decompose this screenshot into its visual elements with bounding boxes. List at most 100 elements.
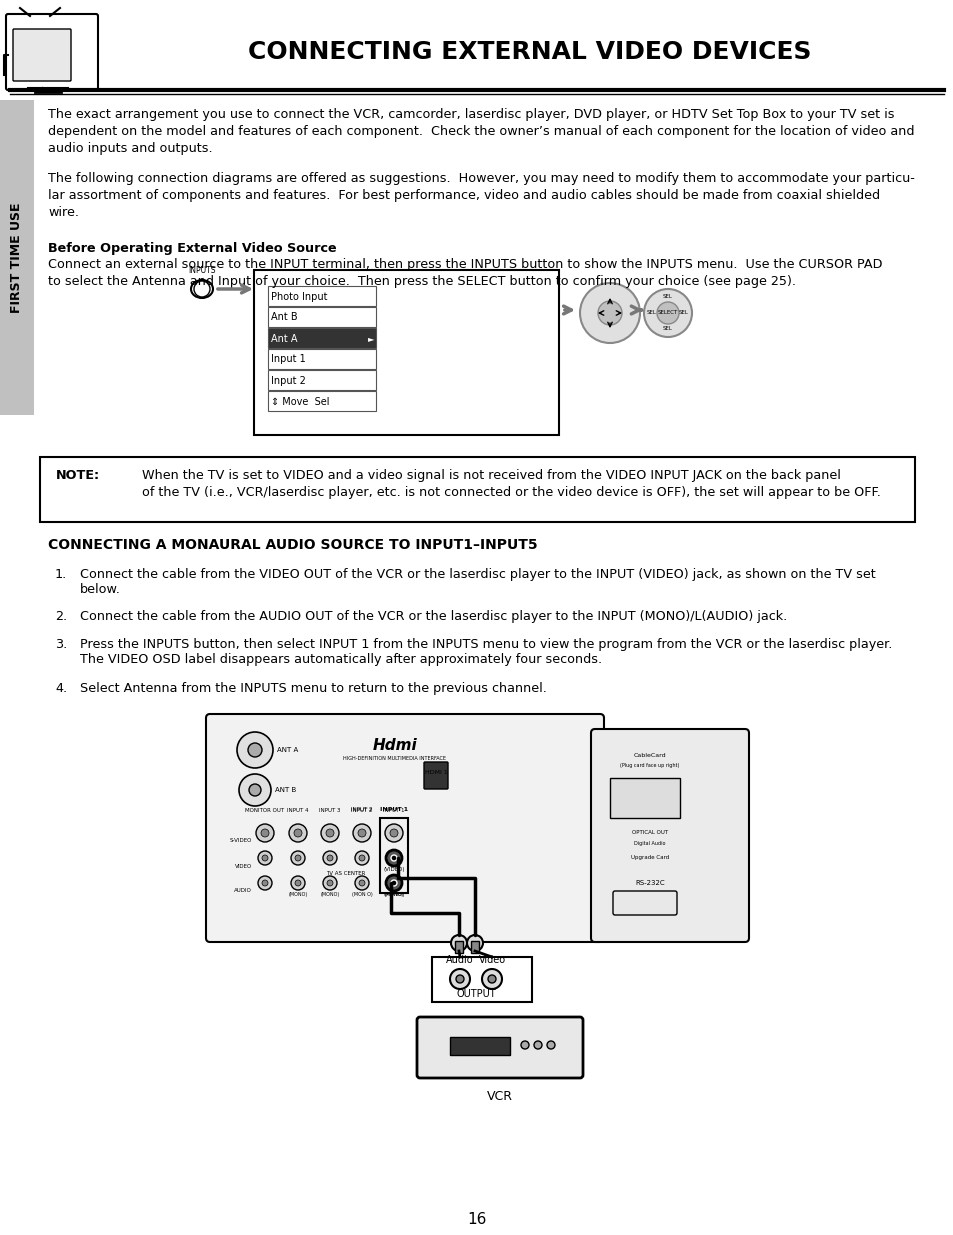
Circle shape (248, 743, 262, 757)
Circle shape (294, 829, 302, 837)
Text: VCR: VCR (486, 1091, 513, 1103)
Circle shape (391, 855, 396, 861)
Text: INPUT 2: INPUT 2 (351, 808, 373, 813)
Text: Hdmi: Hdmi (373, 739, 416, 753)
Circle shape (294, 881, 301, 885)
Text: below.: below. (80, 583, 121, 597)
Text: Ant A: Ant A (271, 333, 297, 343)
Circle shape (249, 784, 261, 797)
Text: ANT A: ANT A (276, 747, 298, 753)
Circle shape (353, 824, 371, 842)
Circle shape (481, 969, 501, 989)
Circle shape (261, 829, 269, 837)
Text: Ant B: Ant B (271, 312, 297, 322)
Text: Upgrade Card: Upgrade Card (630, 856, 668, 861)
Circle shape (355, 876, 369, 890)
Text: INPUT 1: INPUT 1 (383, 808, 404, 813)
Circle shape (358, 881, 365, 885)
Circle shape (327, 855, 333, 861)
Circle shape (327, 881, 333, 885)
Circle shape (520, 1041, 529, 1049)
Text: SEL: SEL (679, 310, 688, 315)
FancyBboxPatch shape (206, 714, 603, 942)
Circle shape (294, 855, 301, 861)
Circle shape (456, 974, 463, 983)
Text: Input 2: Input 2 (271, 375, 306, 385)
Text: (MONO): (MONO) (320, 892, 339, 897)
FancyBboxPatch shape (416, 1016, 582, 1078)
Circle shape (488, 974, 496, 983)
Text: Connect an external source to the INPUT terminal, then press the INPUTS button t: Connect an external source to the INPUT … (48, 258, 882, 288)
Circle shape (390, 829, 397, 837)
Text: SEL: SEL (662, 294, 672, 300)
Text: INPUTS: INPUTS (188, 266, 215, 275)
Text: The VIDEO OSD label disappears automatically after approximately four seconds.: The VIDEO OSD label disappears automatic… (80, 653, 601, 666)
Circle shape (289, 824, 307, 842)
Circle shape (657, 303, 679, 324)
FancyBboxPatch shape (13, 28, 71, 82)
Ellipse shape (191, 280, 213, 298)
Circle shape (391, 881, 396, 885)
Text: (VIDEO): (VIDEO) (383, 867, 404, 872)
Text: FIRST TIME USE: FIRST TIME USE (10, 203, 24, 314)
FancyBboxPatch shape (613, 890, 677, 915)
Circle shape (386, 876, 401, 890)
Text: TV AS CENTER: TV AS CENTER (326, 871, 365, 876)
Text: ►: ► (367, 333, 374, 343)
Text: SELECT: SELECT (658, 310, 678, 315)
Text: INPUT 3: INPUT 3 (319, 808, 340, 813)
Text: S-VIDEO: S-VIDEO (230, 839, 252, 844)
Text: Photo Input: Photo Input (271, 291, 327, 301)
Circle shape (387, 876, 400, 890)
Circle shape (257, 851, 272, 864)
Bar (268, 308, 375, 327)
Text: INPUT 1: INPUT 1 (379, 806, 408, 811)
Text: Video: Video (478, 955, 505, 965)
Text: VIDEO: VIDEO (234, 863, 252, 868)
Circle shape (193, 282, 210, 296)
Text: 4.: 4. (55, 682, 67, 695)
Text: 1.: 1. (55, 568, 67, 580)
Text: HIGH-DEFINITION MULTIMEDIA INTERFACE: HIGH-DEFINITION MULTIMEDIA INTERFACE (343, 756, 446, 761)
Text: AUDIO: AUDIO (233, 888, 252, 893)
Circle shape (385, 824, 402, 842)
Text: (MONO): (MONO) (288, 892, 307, 897)
Text: ANT B: ANT B (274, 787, 296, 793)
Bar (268, 329, 375, 348)
Text: 2.: 2. (55, 610, 67, 622)
Text: OUTPUT: OUTPUT (456, 989, 496, 999)
Circle shape (358, 855, 365, 861)
Circle shape (391, 881, 396, 885)
Text: Before Operating External Video Source: Before Operating External Video Source (48, 242, 336, 254)
Bar (268, 370, 375, 390)
Circle shape (236, 732, 273, 768)
Text: (MON O): (MON O) (352, 892, 372, 897)
Text: Audio: Audio (446, 955, 474, 965)
Circle shape (255, 824, 274, 842)
FancyBboxPatch shape (432, 957, 532, 1002)
Circle shape (323, 851, 336, 864)
Bar (0, 100, 34, 415)
Bar (609, 778, 679, 818)
Text: (Plug card face up right): (Plug card face up right) (619, 763, 679, 768)
Text: 3.: 3. (55, 638, 67, 651)
Text: The exact arrangement you use to connect the VCR, camcorder, laserdisc player, D: The exact arrangement you use to connect… (48, 107, 914, 156)
Circle shape (643, 289, 691, 337)
Text: CONNECTING A MONAURAL AUDIO SOURCE TO INPUT1–INPUT5: CONNECTING A MONAURAL AUDIO SOURCE TO IN… (48, 538, 537, 552)
Text: 16: 16 (467, 1213, 486, 1228)
Text: When the TV is set to VIDEO and a video signal is not received from the VIDEO IN: When the TV is set to VIDEO and a video … (142, 469, 880, 499)
Bar (450, 1037, 510, 1055)
FancyBboxPatch shape (253, 270, 558, 435)
Text: (MONO): (MONO) (384, 892, 403, 897)
Text: ⇕ Move  Sel: ⇕ Move Sel (271, 396, 329, 406)
Circle shape (262, 855, 268, 861)
FancyBboxPatch shape (590, 729, 748, 942)
Circle shape (355, 851, 369, 864)
Text: SEL: SEL (662, 326, 672, 331)
Circle shape (291, 851, 305, 864)
Text: The following connection diagrams are offered as suggestions.  However, you may : The following connection diagrams are of… (48, 172, 914, 219)
Text: Digital Audio: Digital Audio (634, 841, 665, 846)
Circle shape (320, 824, 338, 842)
Bar (471, 941, 478, 953)
Text: HDMI 1: HDMI 1 (424, 771, 447, 776)
